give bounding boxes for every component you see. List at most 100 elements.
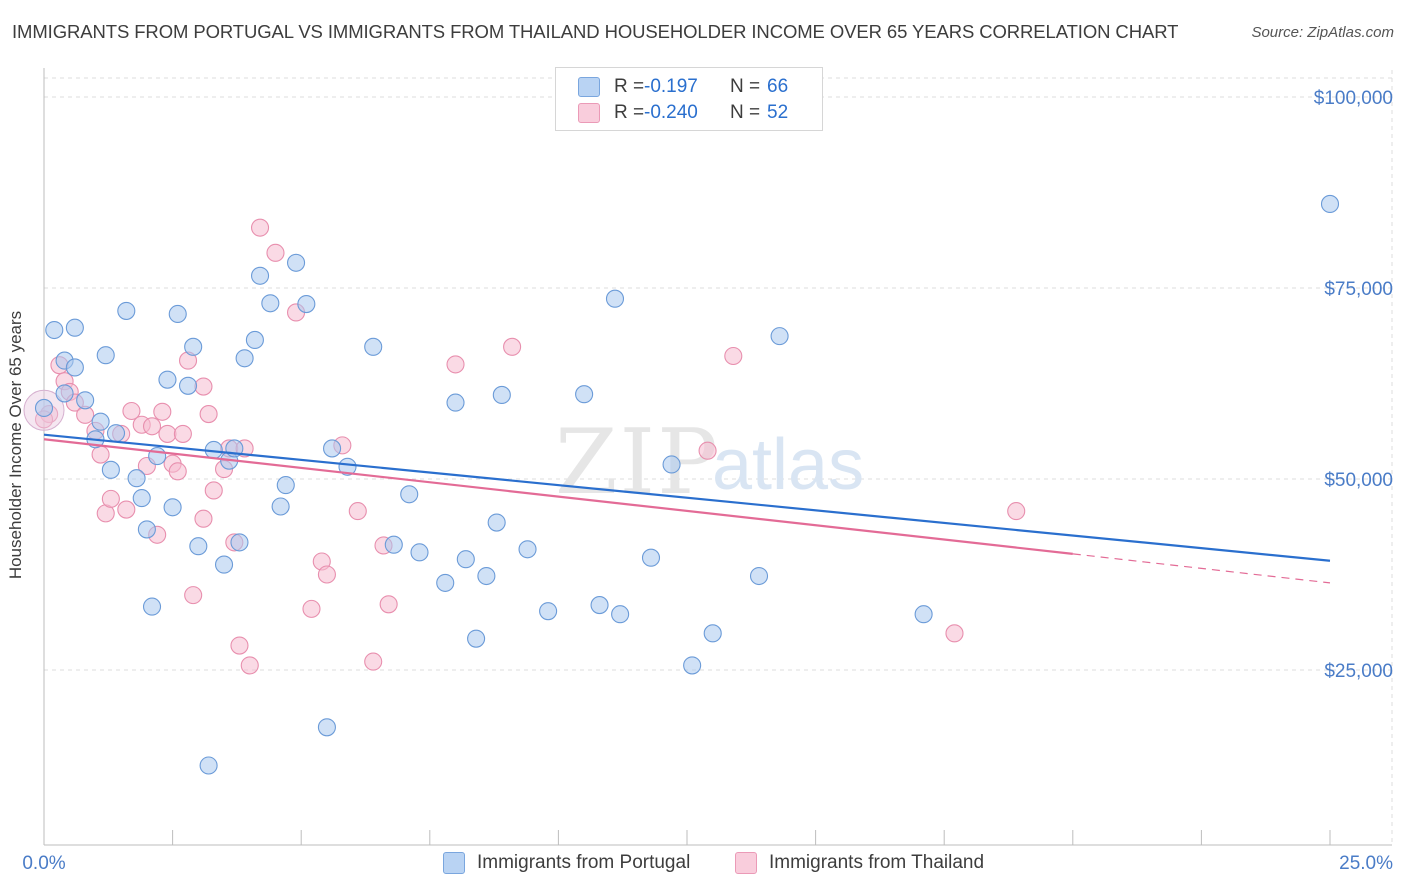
portugal-point <box>117 301 136 320</box>
portugal-point <box>410 543 429 562</box>
portugal-point <box>297 294 316 314</box>
portugal-point <box>539 602 558 621</box>
thailand-point <box>302 599 321 618</box>
thailand-point <box>230 636 249 655</box>
portugal-trend-line <box>43 433 1331 562</box>
series-legend: Immigrants from Portugal Immigrants from… <box>0 852 1406 878</box>
portugal-point <box>467 629 486 648</box>
thailand-point <box>698 441 717 460</box>
thailand-trend-line <box>43 438 1073 555</box>
thailand-point <box>199 405 218 424</box>
thailand-point <box>194 377 213 396</box>
axes <box>43 68 1392 846</box>
portugal-point <box>436 573 455 592</box>
portugal-point <box>641 548 661 567</box>
thailand-point <box>158 424 177 443</box>
portugal-point <box>287 253 306 272</box>
thailand-point <box>184 586 203 605</box>
thailand-point <box>194 509 213 528</box>
portugal-point <box>338 457 357 476</box>
thailand-point <box>266 243 285 262</box>
portugal-point <box>163 498 182 517</box>
portugal-point <box>55 384 74 403</box>
thailand-point <box>446 355 465 374</box>
portugal-point <box>127 469 146 488</box>
r-label: R = <box>614 102 645 123</box>
portugal-point <box>575 385 594 404</box>
thailand-point <box>503 337 522 356</box>
y-tick-labels: $25,000 $50,000 $75,000 $100,000 <box>1314 88 1393 682</box>
n-value: 66 <box>767 76 789 97</box>
legend-row-portugal: R = -0.197 N = 66 <box>578 75 788 99</box>
portugal-point <box>168 304 187 324</box>
x-tick-label-min: 0.0% <box>22 853 65 874</box>
portugal-point <box>487 513 506 532</box>
y-tick-label: $100,000 <box>1314 88 1393 109</box>
thailand-trend-extension <box>1072 553 1331 584</box>
legend-label-thailand: Immigrants from Thailand <box>769 852 985 873</box>
portugal-point <box>76 391 95 410</box>
legend-item-portugal: Immigrants from Portugal <box>443 852 690 874</box>
portugal-point <box>132 489 151 508</box>
portugal-point <box>184 337 203 356</box>
portugal-point <box>446 393 465 412</box>
source-label: Source: ZipAtlas.com <box>1251 24 1394 41</box>
portugal-point <box>235 349 254 368</box>
portugal-point <box>456 550 475 569</box>
portugal-point <box>518 540 537 559</box>
portugal-point <box>317 718 336 737</box>
portugal-point <box>101 460 120 479</box>
portugal-point <box>65 358 84 377</box>
thailand-point <box>122 401 141 421</box>
watermark: ZIP atlas <box>555 410 864 515</box>
portugal-point <box>914 605 933 624</box>
y-tick-label: $50,000 <box>1324 470 1393 491</box>
thailand-point <box>945 624 964 643</box>
legend-label-portugal: Immigrants from Portugal <box>477 852 691 873</box>
portugal-point <box>749 566 769 586</box>
legend-item-thailand: Immigrants from Thailand <box>735 852 984 874</box>
stats-legend: R = -0.197 N = 66 R = -0.240 N = 52 <box>555 67 823 131</box>
thailand-point <box>724 346 743 366</box>
portugal-point <box>65 318 84 337</box>
portugal-legend-swatch <box>443 852 465 874</box>
thailand-point <box>91 445 110 464</box>
portugal-point <box>271 497 290 516</box>
r-label: R = <box>614 76 645 97</box>
thailand-point <box>348 502 367 521</box>
portugal-point <box>189 537 208 556</box>
portugal-point <box>34 398 54 417</box>
portugal-point <box>1320 194 1340 214</box>
portugal-point <box>96 346 115 365</box>
watermark-atlas: atlas <box>712 425 864 505</box>
n-label: N = <box>730 76 761 97</box>
thailand-point <box>379 595 398 614</box>
portugal-points <box>34 194 1340 775</box>
portugal-point <box>683 656 702 675</box>
portugal-point <box>662 455 681 474</box>
portugal-point <box>611 605 630 624</box>
trend-lines <box>43 433 1331 584</box>
thailand-point <box>317 565 336 584</box>
portugal-point <box>703 624 722 643</box>
thailand-point <box>173 424 192 443</box>
x-tick-labels: 0.0% 25.0% <box>22 853 1393 874</box>
r-value: -0.240 <box>644 102 698 123</box>
portugal-point <box>199 756 218 775</box>
legend-row-thailand: R = -0.240 N = 52 <box>578 101 788 125</box>
portugal-point <box>605 289 625 308</box>
n-label: N = <box>730 102 761 123</box>
gridlines <box>44 70 1393 845</box>
thailand-point <box>101 489 120 508</box>
r-value: -0.197 <box>644 76 698 97</box>
chart-title: IMMIGRANTS FROM PORTUGAL VS IMMIGRANTS F… <box>12 21 1179 42</box>
n-value: 52 <box>767 102 789 123</box>
thailand-point <box>168 462 187 481</box>
portugal-point <box>590 596 609 615</box>
thailand-point <box>240 656 259 675</box>
portugal-point <box>45 320 64 340</box>
portugal-point <box>142 597 162 616</box>
portugal-point <box>492 385 511 405</box>
portugal-point <box>384 535 403 554</box>
